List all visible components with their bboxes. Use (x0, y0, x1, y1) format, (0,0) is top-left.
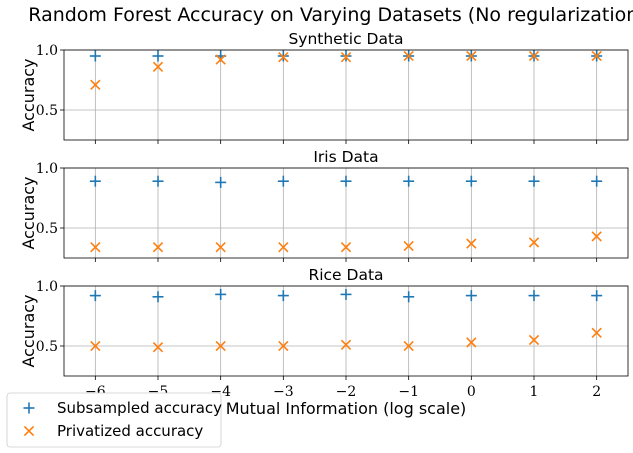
subsampled-point (89, 50, 101, 62)
y-tick-label: 1.0 (36, 43, 58, 59)
subsampled-point (152, 50, 164, 62)
privatized-point (90, 242, 101, 253)
series-subsampled (89, 288, 603, 303)
x-tick-label: −3 (273, 384, 294, 400)
x-tick-label: 0 (467, 384, 476, 400)
privatized-point (466, 337, 477, 348)
figure-title: Random Forest Accuracy on Varying Datase… (28, 4, 633, 26)
privatized-point (215, 340, 226, 352)
privatized-point (528, 334, 540, 346)
subsampled-point (277, 290, 289, 302)
privatized-point (215, 242, 226, 253)
y-tick-label: 0.5 (36, 221, 58, 237)
privatized-point (152, 242, 164, 253)
subsampled-point (152, 291, 164, 303)
panel-title: Rice Data (308, 266, 383, 284)
series-privatized (90, 327, 602, 353)
privatized-point (215, 54, 226, 65)
subsampled-point (89, 175, 101, 187)
y-tick-label: 1.0 (36, 161, 58, 177)
subsampled-point (340, 175, 352, 187)
y-tick-label: 1.0 (36, 279, 58, 295)
subsampled-point (215, 176, 227, 188)
legend-marker (23, 402, 35, 414)
subsampled-point (528, 290, 540, 302)
privatized-point (466, 238, 477, 249)
subsampled-point (403, 291, 415, 303)
privatized-point (90, 79, 101, 90)
legend-marker (23, 425, 35, 437)
y-tick-label: 0.5 (36, 339, 58, 355)
privatized-point (528, 50, 540, 62)
series-privatized (90, 231, 602, 253)
privatized-point (278, 242, 289, 253)
x-tick-label: −1 (398, 384, 419, 400)
privatized-point (152, 61, 164, 72)
privatized-point (591, 327, 602, 338)
x-tick-label: −2 (336, 384, 357, 400)
panel-title: Synthetic Data (288, 30, 403, 48)
legend-label: Privatized accuracy (57, 422, 203, 440)
series-subsampled (89, 50, 603, 62)
subsampled-point (465, 175, 477, 187)
legend: Subsampled accuracy Privatized accuracy (6, 392, 222, 448)
privatized-point (90, 340, 101, 352)
legend-label: Subsampled accuracy (57, 399, 222, 417)
subsampled-point (152, 175, 164, 187)
subsampled-point (340, 50, 352, 62)
subsampled-point (215, 288, 227, 300)
subsampled-point (340, 288, 352, 300)
x-tick-label: 1 (530, 384, 539, 400)
privatized-point (403, 240, 414, 252)
y-axis-label: Accuracy (19, 176, 38, 249)
subsampled-point (528, 175, 540, 187)
privatized-point (591, 231, 602, 242)
legend-box (6, 392, 222, 448)
plot-frame (63, 49, 629, 141)
privatized-point (340, 52, 352, 63)
privatized-point (278, 340, 289, 352)
subsampled-point (277, 175, 289, 187)
privatized-point (403, 50, 414, 62)
privatized-point (466, 50, 477, 62)
panel-title: Iris Data (313, 148, 378, 166)
subsampled-point (89, 290, 101, 302)
privatized-point (340, 339, 352, 350)
x-tick-label: 2 (592, 384, 601, 400)
x-axis-label: Mutual Information (log scale) (226, 399, 467, 418)
y-tick-label: 0.5 (36, 103, 58, 119)
y-axis-label: Accuracy (19, 58, 38, 131)
privatized-point (403, 340, 414, 352)
privatized-point (591, 50, 602, 62)
plot-frame (63, 167, 629, 259)
subsampled-point (591, 175, 603, 187)
privatized-point (278, 52, 289, 63)
series-privatized (90, 50, 602, 90)
privatized-point (528, 237, 540, 248)
privatized-point (152, 342, 164, 353)
plot-frame (63, 285, 629, 377)
subsampled-point (277, 50, 289, 62)
subsampled-point (465, 290, 477, 302)
subsampled-point (403, 175, 415, 187)
series-subsampled (89, 175, 603, 188)
y-axis-label: Accuracy (19, 294, 38, 367)
subsampled-point (591, 290, 603, 302)
privatized-point (340, 242, 352, 253)
